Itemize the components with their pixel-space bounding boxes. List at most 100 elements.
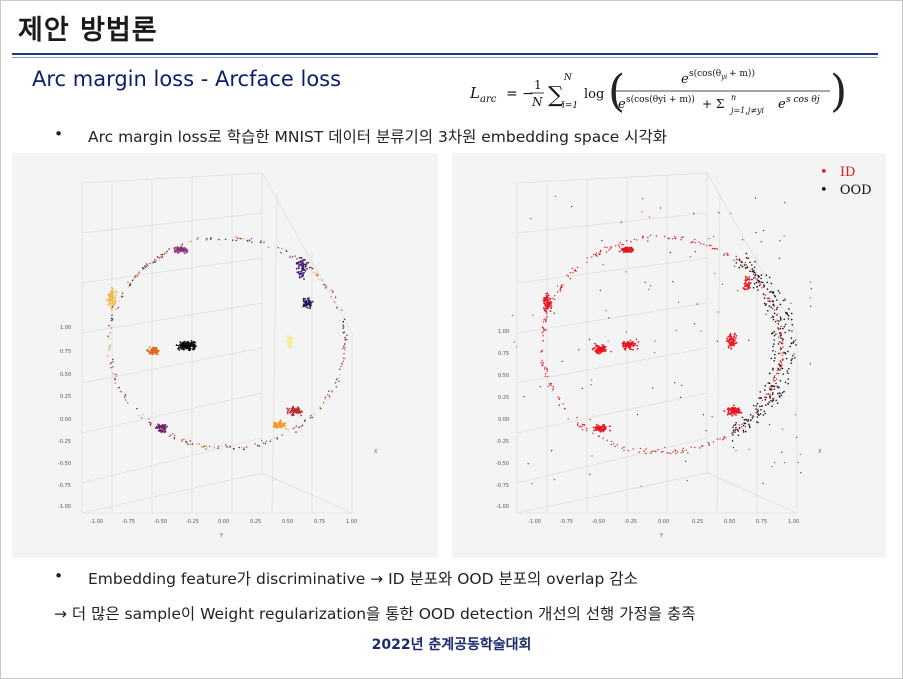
scatter-point [292,405,295,408]
scatter-point [786,313,789,315]
scatter-point [768,382,771,384]
scatter-point [543,368,546,370]
scatter-point [543,330,545,332]
scatter-point [793,353,795,355]
scatter-point [682,451,685,453]
scatter-point [809,297,811,299]
scatter-point [727,412,730,415]
scatter-point [541,363,543,365]
scatter-point [294,255,296,257]
scatter-point [749,282,752,285]
scatter-point [546,368,548,371]
scatter-point [209,445,211,448]
scatter-point [545,317,547,319]
scatter-point [609,429,611,432]
scatter-point [148,421,151,424]
scatter-point [589,473,591,475]
scatter-point [769,386,771,388]
scatter-point [181,440,183,442]
scatter-point [611,440,613,443]
scatter-point [543,301,545,304]
scatter-point [768,291,771,293]
scatter-point [151,350,154,353]
scatter-point [344,357,346,360]
scatter-point [284,422,287,425]
scatter-point [192,346,195,349]
tick-y-100-r: 1.00 [788,519,799,525]
scatter-point [343,353,345,355]
scatter-point [778,257,780,259]
scatter-point [776,319,779,322]
axis-label-x: X [374,449,378,455]
scatter-point [779,335,782,337]
scatter-point [136,407,138,410]
scatter-point [295,425,298,427]
scatter-point [636,239,638,241]
scatter-point [718,212,720,214]
scatter-point [779,380,782,382]
scatter-point [205,448,207,450]
scatter-point [160,430,162,432]
scatter-point [556,291,559,293]
scatter-point [774,375,776,377]
axis-label-y: Y [219,533,224,539]
scatter-point [652,450,654,452]
scatter-point [294,426,296,429]
scatter-point [791,330,793,332]
scatter-point [795,344,797,346]
scatter-point [560,285,563,287]
scatter-point [662,450,664,453]
scatter-point [187,443,189,445]
scatter-point [747,257,750,260]
scatter-point [591,256,593,258]
scatter-point [608,317,610,319]
scatter-point [265,440,267,442]
scatter-point [793,340,795,342]
scatter-point [618,250,621,253]
scatter-point [770,282,773,285]
scatter-point [196,443,198,445]
scatter-point [776,402,779,404]
scatter-point [771,307,774,310]
scatter-point [546,298,549,300]
formula-den-a-exp: s(cos(θyi + m)) [626,94,695,105]
scatter-point [591,379,593,381]
scatter-point [581,423,584,425]
scatter-point [763,302,766,305]
scatter-point [778,392,781,394]
scatter-point [125,399,127,401]
scatter-point [614,445,616,448]
scatter-point [761,287,763,289]
scatter-point [598,345,601,348]
scatter-point [325,284,327,287]
scatter-point [551,450,553,452]
scatter-point [321,279,323,281]
scatter-point [546,315,548,317]
scatter-point [598,435,600,438]
scatter-point [673,236,676,238]
scatter-point [748,278,751,281]
scatter-point [727,346,730,349]
scatter-point [744,267,747,269]
scatter-point [545,292,548,295]
scatter-point [218,238,220,241]
formula-lhs-sub: arc [480,94,497,105]
scatter-point [772,303,774,306]
scatter-point [781,343,784,345]
scatter-point [760,408,762,411]
scatter-point [302,267,305,269]
scatter-point [106,304,109,306]
scatter-3d-classes: 1.00 0.75 0.50 0.25 0.00 -0.25 -0.50 -0.… [58,172,378,539]
scatter-point [764,294,766,296]
tick-y-m025-r: -0.25 [624,519,637,525]
formula-frac-num: 1 [534,78,542,92]
scatter-point [744,279,747,281]
scatter-point [757,279,759,282]
scatter-point [602,437,604,439]
scatter-point [601,240,603,242]
scatter-point [115,375,117,377]
scatter-point [303,300,306,303]
scatter-point [279,422,282,425]
scatter-point [731,432,733,435]
scatter-point [642,236,645,238]
